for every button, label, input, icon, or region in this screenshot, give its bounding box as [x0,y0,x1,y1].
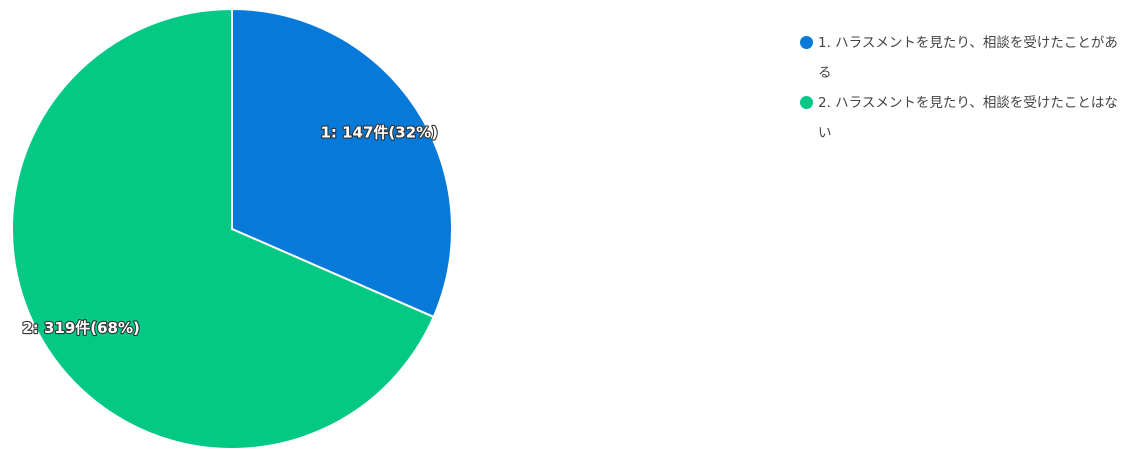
legend-label: 1. ハラスメントを見たり、相談を受けたことがある [818,35,1118,81]
legend-label: 2. ハラスメントを見たり、相談を受けたことはない [818,95,1118,141]
pie-slice-2[interactable] [11,7,435,450]
pie-chart: 1: 147件(32%) 2: 319件(68%) [11,7,453,450]
slice-data-label-1: 1: 147件(32%) [320,124,438,142]
legend-item-2[interactable]: 2. ハラスメントを見たり、相談を受けたことはない [800,88,1120,148]
legend-dot-icon [800,36,813,49]
pie-slice-1[interactable] [231,7,453,319]
legend-dot-icon [800,96,813,109]
slice-data-label-2: 2: 319件(68%) [22,319,140,337]
legend-item-1[interactable]: 1. ハラスメントを見たり、相談を受けたことがある [800,28,1120,88]
legend: 1. ハラスメントを見たり、相談を受けたことがある 2. ハラスメントを見たり、… [800,28,1120,148]
